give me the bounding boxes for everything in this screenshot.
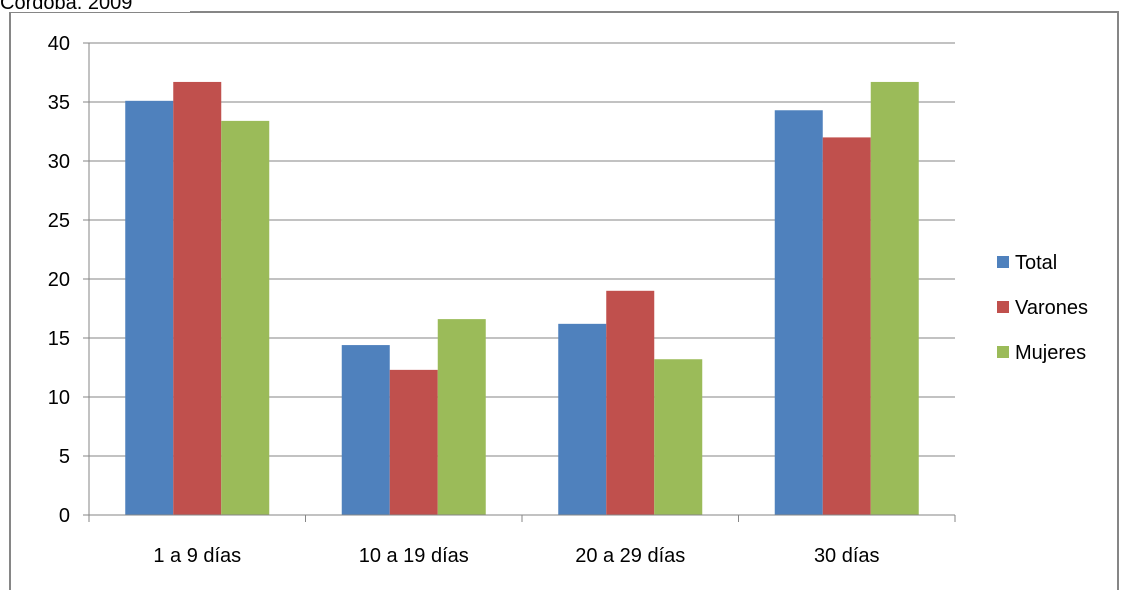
bar-mujeres-2 — [437, 319, 486, 515]
x-tick-label: 20 a 29 días — [575, 545, 685, 567]
bar-varones-2 — [389, 369, 438, 515]
y-tick-label: 30 — [48, 151, 70, 173]
legend: Total Varones Mujeres — [997, 252, 1088, 364]
caption-backdrop — [0, 0, 190, 12]
y-tick-label: 15 — [48, 328, 70, 350]
y-tick-label: 20 — [48, 269, 70, 291]
legend-swatch-varones — [997, 301, 1009, 313]
bar-mujeres-1 — [221, 120, 270, 515]
axes: 0 5 10 15 20 25 30 35 40 1 a 9 días 10 a 19 días 20… — [48, 33, 956, 567]
bar-total-2 — [341, 345, 390, 515]
bar-total-1 — [125, 100, 174, 515]
y-tick-label: 25 — [48, 210, 70, 232]
x-tick-label: 10 a 19 días — [359, 545, 469, 567]
legend-label-total: Total — [1015, 252, 1057, 274]
bar-varones-4 — [822, 137, 871, 515]
bars — [125, 81, 919, 515]
bar-varones-3 — [606, 290, 655, 515]
bar-mujeres-3 — [654, 359, 703, 515]
y-tick-label: 35 — [48, 92, 70, 114]
chart-frame — [9, 11, 1119, 590]
y-tick-label: 10 — [48, 387, 70, 409]
y-tick-label: 40 — [48, 33, 70, 55]
x-tick-label: 30 días — [814, 545, 880, 567]
y-tick-label: 5 — [59, 446, 70, 468]
y-tick-label: 0 — [59, 505, 70, 527]
bar-varones-1 — [173, 81, 222, 515]
legend-swatch-mujeres — [997, 346, 1009, 358]
legend-label-varones: Varones — [1015, 297, 1088, 319]
bar-mujeres-4 — [870, 81, 919, 515]
legend-label-mujeres: Mujeres — [1015, 342, 1086, 364]
legend-swatch-total — [997, 256, 1009, 268]
chart-caption: Córdoba. 2009 — [0, 0, 132, 14]
x-tick-label: 1 a 9 días — [153, 545, 241, 567]
bar-total-3 — [558, 323, 607, 515]
bar-total-4 — [774, 110, 823, 515]
